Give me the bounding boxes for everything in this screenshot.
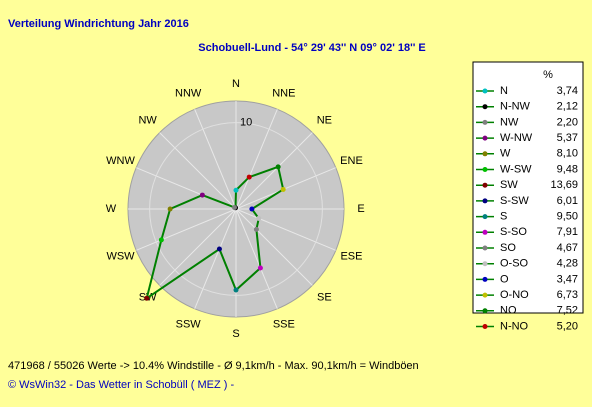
data-point [158,237,164,243]
legend-marker [482,119,488,125]
legend-label: O-SO [500,258,529,270]
legend-marker [482,214,488,220]
legend-label: O [500,273,509,285]
legend-label: W-NW [500,132,533,144]
direction-label: NNE [272,87,295,99]
data-point [280,186,286,192]
legend-label: W [500,148,511,160]
legend-value: 7,52 [557,305,578,317]
direction-label: ENE [340,155,363,167]
legend-value: 5,20 [557,320,578,332]
direction-label: W [106,203,117,215]
legend-marker [482,229,488,235]
legend-label: N [500,85,508,97]
legend-marker [482,308,488,314]
data-point [233,287,239,293]
legend-value: 8,10 [557,148,578,160]
direction-label: SSW [176,318,202,330]
legend-value: 13,69 [550,179,578,191]
legend-value: 2,12 [557,101,578,113]
data-point [233,187,239,193]
direction-label: E [357,203,364,215]
direction-label: NW [138,115,157,127]
legend-label: W-SW [500,163,532,175]
footer-text: 471968 / 55026 Werte -> 10.4% Windstille… [8,360,419,372]
legend-label: NO [500,305,517,317]
legend-label: S-SW [500,195,529,207]
legend-label: O-NO [500,289,529,301]
legend-marker [482,324,488,329]
legend-marker [482,135,488,141]
direction-label: N [232,78,240,90]
data-point [216,246,222,252]
legend-value: 2,20 [557,116,578,128]
legend-marker [482,88,488,94]
legend-value: 6,73 [557,289,578,301]
legend-value: 7,91 [557,226,578,238]
legend-label: S [500,211,507,223]
legend-marker [482,198,488,204]
legend-value: 5,37 [557,132,578,144]
direction-label: SE [317,291,332,303]
direction-label: NE [317,115,332,127]
legend-label: SO [500,242,516,254]
legend-marker [482,104,488,110]
spoke [235,208,278,309]
legend-marker [482,167,488,172]
legend-marker [482,245,488,251]
legend-label: NW [500,116,519,128]
data-point [253,226,259,232]
legend-value: 6,01 [557,195,578,207]
chart-subtitle: Schobuell-Lund - 54° 29' 43'' N 09° 02' … [198,42,425,54]
spoke [136,208,237,251]
spoke [159,132,237,210]
direction-label: WSW [106,251,135,263]
chart-title: Verteilung Windrichtung Jahr 2016 [8,18,189,30]
footer-credit: © WsWin32 - Das Wetter in Schobüll ( MEZ… [8,379,234,391]
legend-marker [482,276,488,282]
legend-value: 9,50 [557,211,578,223]
grid-ring [149,122,323,296]
spoke [235,167,336,210]
data-point [256,215,262,221]
spoke [235,132,313,210]
direction-label: SSE [273,318,295,330]
data-point [275,164,281,170]
legend-marker [482,292,488,298]
legend-label: N-NW [500,101,531,113]
spoke [159,208,237,286]
data-point [231,204,237,210]
legend-box [472,61,584,314]
data-point [257,265,263,271]
legend-label: N-NO [500,320,529,332]
legend-value: 3,47 [557,273,578,285]
legend-value: 9,48 [557,163,578,175]
legend-header: % [543,69,553,81]
direction-label: ESE [340,251,362,263]
legend-label: S-SO [500,226,527,238]
legend-marker [482,182,488,188]
legend-value: 3,74 [557,85,578,97]
spoke [194,109,237,210]
spoke [235,208,313,286]
direction-label: S [232,328,239,340]
data-point [246,174,252,180]
legend-value: 4,67 [557,242,578,254]
data-point [144,295,150,301]
direction-label: NNW [175,87,202,99]
data-point [199,192,205,198]
direction-label: WNW [106,155,135,167]
legend-value: 4,28 [557,258,578,270]
spoke [194,208,237,309]
legend-marker [482,261,488,267]
r-tick-label: 10 [240,117,252,129]
data-point [167,206,173,212]
data-point [249,206,255,212]
spoke [235,109,278,210]
legend-marker [482,151,488,157]
spoke [235,208,336,251]
legend-label: SW [500,179,518,191]
